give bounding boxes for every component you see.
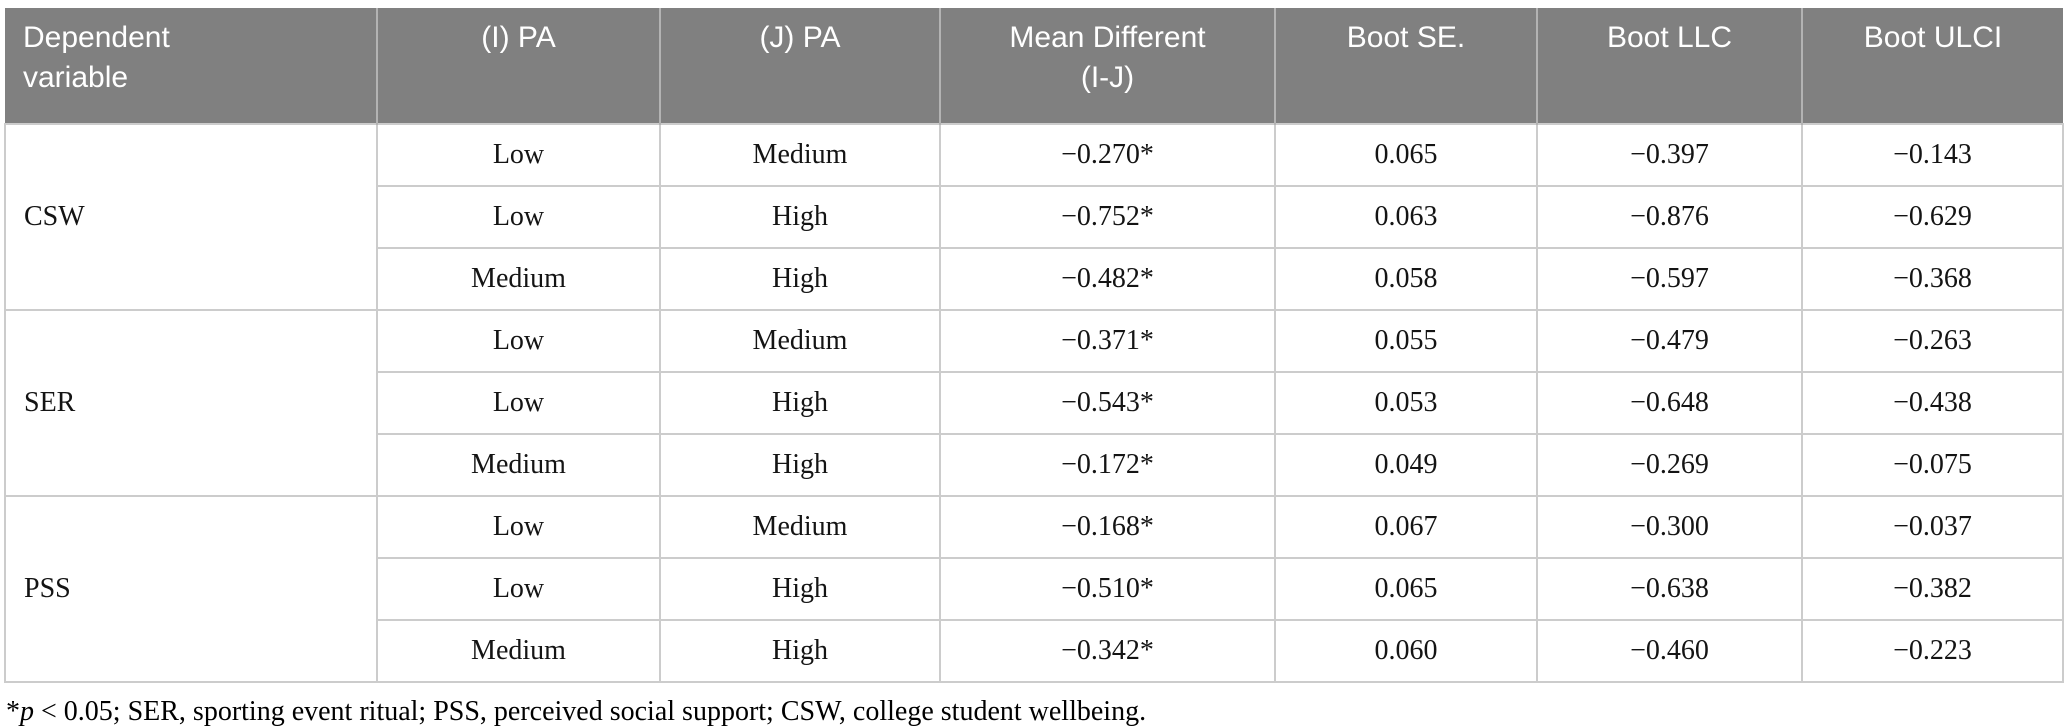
cell-i-pa: Medium (376, 619, 661, 683)
table-row: Low High −0.510* 0.065 −0.638 −0.382 (5, 557, 2064, 621)
cell-j-pa: Medium (659, 309, 941, 373)
cell-i-pa: Low (376, 123, 661, 187)
cell-boot-se: 0.067 (1274, 495, 1538, 559)
cell-i-pa: Low (376, 495, 661, 559)
cell-boot-llc: −0.597 (1536, 247, 1803, 311)
table-body: CSW Low Medium −0.270* 0.065 −0.397 −0.1… (4, 123, 2064, 683)
cell-i-pa: Low (376, 371, 661, 435)
cell-boot-llc: −0.460 (1536, 619, 1803, 683)
col-header-boot-llc: Boot LLC (1537, 8, 1803, 124)
table-header: Dependent variable (I) PA (J) PA Mean Di… (5, 8, 2063, 124)
cell-mean-diff: −0.172* (939, 433, 1276, 497)
table-row: Low High −0.752* 0.063 −0.876 −0.629 (5, 185, 2064, 249)
footnote-p-symbol: p (20, 696, 34, 727)
cell-boot-se: 0.063 (1274, 185, 1538, 249)
cell-mean-diff: −0.482* (939, 247, 1276, 311)
col-header-dependent-variable: Dependent variable (5, 8, 378, 124)
cell-boot-se: 0.055 (1274, 309, 1538, 373)
col-header-boot-ulci: Boot ULCI (1802, 8, 2063, 124)
cell-boot-se: 0.065 (1274, 557, 1538, 621)
table-footnote: *p < 0.05; SER, sporting event ritual; P… (6, 696, 2062, 727)
cell-boot-se: 0.053 (1274, 371, 1538, 435)
table-row: Medium High −0.342* 0.060 −0.460 −0.223 (5, 619, 2064, 683)
cell-i-pa: Medium (376, 247, 661, 311)
cell-boot-se: 0.065 (1274, 123, 1538, 187)
cell-mean-diff: −0.543* (939, 371, 1276, 435)
cell-j-pa: High (659, 371, 941, 435)
cell-mean-diff: −0.168* (939, 495, 1276, 559)
cell-mean-diff: −0.752* (939, 185, 1276, 249)
col-header-j-pa: (J) PA (660, 8, 941, 124)
cell-boot-ulci: −0.382 (1801, 557, 2064, 621)
cell-boot-ulci: −0.075 (1801, 433, 2064, 497)
table-row: CSW Low Medium −0.270* 0.065 −0.397 −0.1… (4, 123, 2064, 311)
cell-boot-llc: −0.638 (1536, 557, 1803, 621)
col-header-i-pa: (I) PA (377, 8, 661, 124)
cell-mean-diff: −0.342* (939, 619, 1276, 683)
cell-boot-ulci: −0.143 (1801, 123, 2064, 187)
cell-boot-llc: −0.397 (1536, 123, 1803, 187)
cell-boot-llc: −0.479 (1536, 309, 1803, 373)
cell-i-pa: Low (376, 309, 661, 373)
cell-boot-se: 0.049 (1274, 433, 1538, 497)
cell-boot-ulci: −0.629 (1801, 185, 2064, 249)
cell-boot-se: 0.058 (1274, 247, 1538, 311)
header-row: Dependent variable (I) PA (J) PA Mean Di… (5, 8, 2063, 124)
cell-boot-llc: −0.269 (1536, 433, 1803, 497)
cell-boot-llc: −0.876 (1536, 185, 1803, 249)
cell-j-pa: Medium (659, 495, 941, 559)
cell-j-pa: High (659, 557, 941, 621)
cell-i-pa: Low (376, 557, 661, 621)
cell-j-pa: High (659, 247, 941, 311)
cell-boot-ulci: −0.263 (1801, 309, 2064, 373)
cell-j-pa: Medium (659, 123, 941, 187)
table-row: SER Low Medium −0.371* 0.055 −0.479 −0.2… (4, 309, 2064, 497)
cell-mean-diff: −0.510* (939, 557, 1276, 621)
cell-boot-llc: −0.300 (1536, 495, 1803, 559)
cell-i-pa: Low (376, 185, 661, 249)
cell-j-pa: High (659, 185, 941, 249)
results-table: Dependent variable (I) PA (J) PA Mean Di… (4, 8, 2064, 683)
cell-mean-diff: −0.270* (939, 123, 1276, 187)
cell-mean-diff: −0.371* (939, 309, 1276, 373)
cell-boot-llc: −0.648 (1536, 371, 1803, 435)
group-label-pss: PSS (4, 495, 378, 683)
group-label-ser: SER (4, 309, 378, 497)
cell-boot-ulci: −0.368 (1801, 247, 2064, 311)
cell-boot-ulci: −0.037 (1801, 495, 2064, 559)
cell-boot-ulci: −0.438 (1801, 371, 2064, 435)
footnote-significance-star: * (6, 696, 20, 727)
table-row: Medium High −0.172* 0.049 −0.269 −0.075 (5, 433, 2064, 497)
group-label-csw: CSW (4, 123, 378, 311)
cell-boot-ulci: −0.223 (1801, 619, 2064, 683)
cell-j-pa: High (659, 433, 941, 497)
cell-j-pa: High (659, 619, 941, 683)
table-row: Medium High −0.482* 0.058 −0.597 −0.368 (5, 247, 2064, 311)
table-row: Low High −0.543* 0.053 −0.648 −0.438 (5, 371, 2064, 435)
cell-i-pa: Medium (376, 433, 661, 497)
col-header-boot-se: Boot SE. (1275, 8, 1538, 124)
cell-boot-se: 0.060 (1274, 619, 1538, 683)
col-header-mean-different: Mean Different (I-J) (940, 8, 1276, 124)
table-row: PSS Low Medium −0.168* 0.067 −0.300 −0.0… (4, 495, 2064, 683)
footnote-text: < 0.05; SER, sporting event ritual; PSS,… (34, 696, 1147, 727)
